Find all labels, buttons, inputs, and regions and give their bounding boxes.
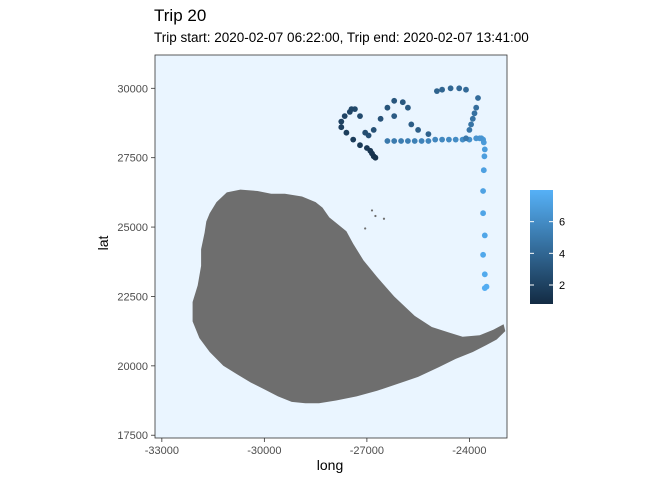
- data-point: [411, 138, 418, 144]
- data-point: [425, 131, 432, 138]
- data-point: [481, 153, 488, 160]
- data-point: [391, 138, 398, 144]
- data-point: [483, 283, 490, 290]
- data-point: [481, 146, 488, 153]
- data-point: [452, 136, 459, 143]
- data-point: [432, 136, 439, 143]
- data-point: [408, 121, 415, 128]
- island-landmass: [192, 189, 506, 404]
- data-point: [425, 138, 432, 144]
- data-point: [456, 85, 463, 92]
- data-point: [475, 95, 481, 101]
- data-point: [384, 104, 391, 111]
- data-point: [446, 136, 452, 143]
- data-point: [471, 110, 478, 117]
- chart-title: Trip 20: [154, 6, 206, 25]
- data-point: [372, 154, 379, 161]
- data-point: [357, 113, 363, 119]
- x-tick-label: -33000: [145, 445, 179, 457]
- data-point: [370, 126, 377, 133]
- data-point: [463, 86, 469, 93]
- data-point: [338, 118, 345, 125]
- color-legend: 2 4 6: [530, 190, 565, 304]
- data-point: [463, 135, 469, 142]
- legend-tick-label: 6: [559, 217, 565, 229]
- x-tick-label: -30000: [247, 445, 281, 457]
- color-legend-bar: [530, 190, 553, 304]
- y-tick-label: 17500: [117, 430, 148, 442]
- x-tick-label: -27000: [350, 445, 384, 457]
- y-tick-label: 20000: [117, 361, 148, 373]
- data-point: [466, 126, 473, 133]
- data-point: [384, 138, 391, 144]
- y-tick-label: 27500: [117, 153, 148, 165]
- data-point: [473, 104, 480, 111]
- data-point: [481, 271, 488, 278]
- data-point: [338, 124, 345, 131]
- y-tick-label: 30000: [117, 83, 148, 95]
- x-axis: -33000 -30000 -27000 -24000: [145, 438, 487, 457]
- data-point: [439, 136, 445, 143]
- data-point: [377, 115, 384, 122]
- y-tick-label: 25000: [117, 222, 148, 234]
- data-point: [415, 126, 421, 133]
- data-point: [405, 138, 411, 144]
- data-point: [398, 138, 404, 144]
- data-point: [391, 97, 398, 104]
- data-point: [346, 109, 353, 115]
- data-point: [447, 85, 454, 92]
- points-layer: [338, 85, 490, 291]
- x-tick-label: -24000: [452, 445, 486, 457]
- island-layer: [192, 189, 506, 404]
- data-point: [362, 129, 369, 136]
- y-axis-title: lat: [95, 236, 111, 251]
- y-tick-label: 22500: [117, 291, 148, 303]
- data-point: [473, 135, 480, 142]
- data-point: [350, 136, 357, 143]
- data-point: [480, 210, 486, 217]
- data-point: [439, 86, 445, 93]
- data-point: [480, 167, 487, 174]
- data-point: [469, 115, 476, 122]
- data-point: [418, 138, 425, 144]
- chart-subtitle: Trip start: 2020-02-07 06:22:00, Trip en…: [154, 30, 529, 45]
- data-point: [399, 99, 406, 106]
- data-point: [341, 113, 348, 119]
- legend-tick-label: 2: [559, 280, 565, 292]
- legend-tick-label: 4: [559, 248, 565, 260]
- data-point: [480, 251, 486, 258]
- data-point: [481, 232, 488, 239]
- data-point: [434, 88, 440, 94]
- y-axis: 17500 20000 22500 25000 27500 30000: [117, 83, 155, 442]
- islet: [382, 217, 386, 220]
- data-point: [357, 142, 363, 149]
- data-point: [480, 188, 486, 194]
- islet: [374, 214, 377, 218]
- data-point: [405, 104, 411, 111]
- data-point: [468, 121, 474, 128]
- x-axis-title: long: [317, 457, 343, 473]
- data-point: [343, 129, 350, 136]
- islet: [364, 227, 367, 230]
- data-point: [391, 113, 398, 119]
- islet: [370, 209, 374, 212]
